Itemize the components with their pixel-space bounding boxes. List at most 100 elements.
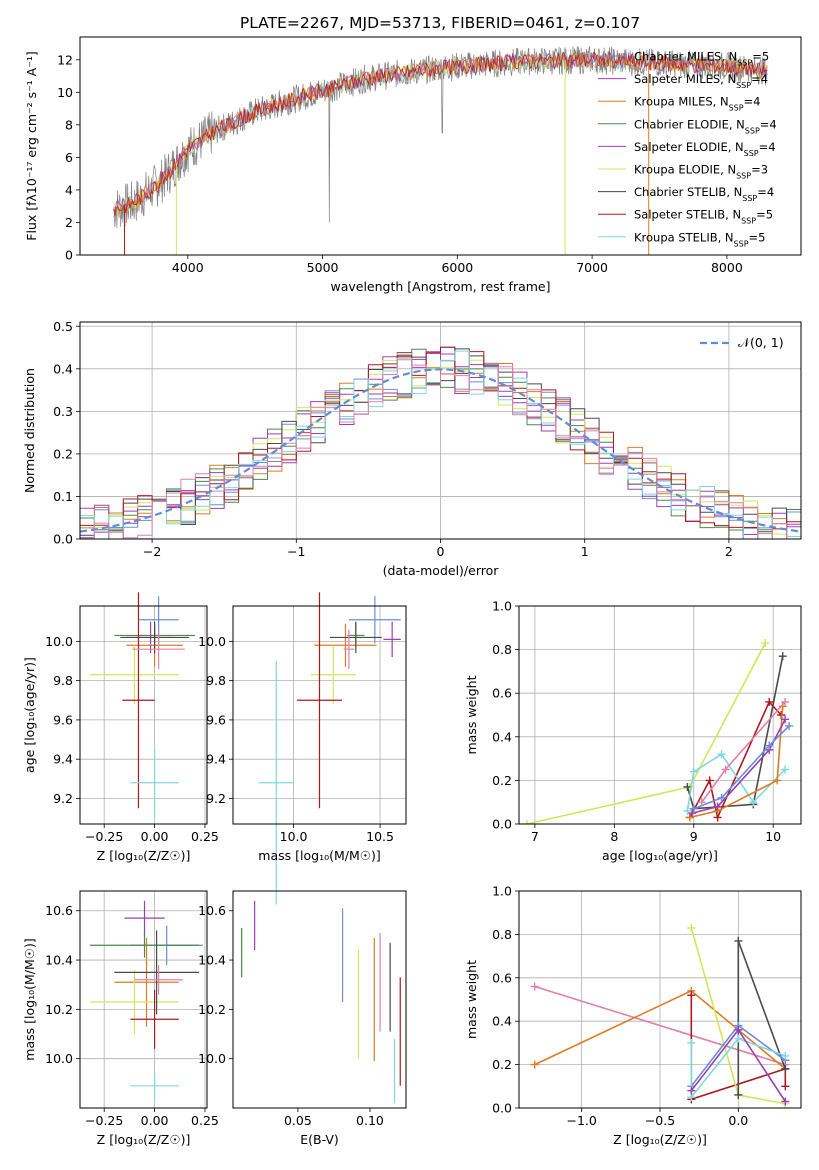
plot-area [80, 346, 801, 539]
x-tick-label: 7 [531, 829, 539, 844]
axes-frame [79, 321, 802, 540]
panel-residual-histogram: −2 −1 0 1 2 0.0 0.1 0.2 0.3 0.4 0.5 (data-model)/er… [22, 319, 802, 578]
y-tick-label: 0.1 [53, 489, 73, 504]
x-tick-label: −0.5 [645, 1113, 675, 1128]
weight-line [526, 642, 767, 824]
y-tick-label: 0.6 [492, 970, 512, 985]
y-tick-label: 10 [57, 85, 73, 100]
axes-frame [79, 890, 208, 1109]
weight-marker [530, 982, 539, 991]
x-tick-label: 0.25 [191, 1113, 219, 1128]
y-tick-label: 8 [65, 117, 73, 132]
x-tick-label: −0.25 [85, 1113, 123, 1128]
y-tick-label: 0.2 [492, 773, 512, 788]
legend-label: Kroupa MILES, NSSP=4 [634, 95, 760, 113]
weight-marker [781, 697, 790, 706]
x-tick-label: 6000 [441, 260, 473, 275]
legend-label: Chabrier MILES, NSSP=5 [634, 50, 769, 68]
y-tick-label: 0.5 [53, 319, 73, 334]
y-axis-label: Normed distribution [22, 368, 37, 493]
x-tick-label: 7000 [576, 260, 608, 275]
panel-mass-vs-Z: −0.25 0.00 0.25 10.0 10.2 10.4 10.6 Z [log₁₀(Z/… [22, 890, 219, 1147]
y-axis-label: mass [log₁₀(M/M☉)] [22, 938, 37, 1060]
panel-age-vs-Z: −0.25 0.00 0.25 9.2 9.4 9.6 9.8 10.0 Z [log₁₀(Z/… [22, 592, 219, 863]
y-tick-label: 9.4 [206, 752, 226, 767]
x-tick-label: 0.00 [141, 1113, 169, 1128]
y-tick-label: 0.4 [492, 1014, 512, 1029]
weight-marker [781, 1082, 790, 1091]
axes-frame [232, 890, 407, 1109]
panel-weight-vs-age: 7 8 9 10 0.0 0.2 0.4 0.6 0.8 1.0 age [log₁₀(age/yr… [464, 599, 802, 863]
x-axis-label: Z [log₁₀(Z/Z☉)] [97, 1132, 191, 1147]
weight-line [690, 1037, 786, 1100]
x-axis-label: mass [log₁₀(M/M☉)] [258, 848, 380, 863]
legend-label: Chabrier ELODIE, NSSP=4 [634, 117, 777, 135]
weight-marker [688, 809, 697, 818]
weight-marker [683, 782, 692, 791]
x-axis-label: age [log₁₀(age/yr)] [602, 848, 718, 863]
y-tick-label: 0.6 [492, 686, 512, 701]
legend-label: Kroupa STELIB, NSSP=5 [634, 230, 765, 248]
y-tick-label: 10.2 [198, 1002, 226, 1017]
plot-area [530, 923, 790, 1108]
weight-marker [713, 802, 722, 811]
weight-marker [734, 1025, 743, 1034]
x-tick-label: 8 [610, 829, 618, 844]
spectrum-model-line [113, 51, 768, 217]
y-tick-label: 10.4 [198, 953, 226, 968]
panel-mass-vs-EBV: 0.05 0.10 10.0 10.2 10.4 10.6 E(B-V) [198, 890, 407, 1147]
legend-label: Salpeter ELODIE, NSSP=4 [634, 140, 776, 158]
y-tick-label: 12 [57, 52, 73, 67]
y-tick-label: 0.2 [492, 1057, 512, 1072]
y-tick-label: 0 [65, 248, 73, 263]
weight-marker [773, 776, 782, 785]
weight-marker [734, 1034, 743, 1043]
weight-marker [781, 1051, 790, 1060]
y-tick-label: 9.2 [206, 791, 226, 806]
axes-frame [518, 605, 802, 825]
y-tick-label: 0.4 [53, 361, 73, 376]
x-tick-label: 1 [581, 544, 589, 559]
weight-marker [734, 936, 743, 945]
y-tick-label: 9.6 [206, 712, 226, 727]
y-tick-label: 10.4 [45, 953, 73, 968]
weight-marker [761, 639, 770, 648]
y-tick-label: 2 [65, 215, 73, 230]
x-tick-label: 8000 [711, 260, 743, 275]
y-tick-label: 6 [65, 150, 73, 165]
weight-marker [781, 1064, 790, 1073]
x-tick-label: −0.25 [85, 829, 123, 844]
legend-label: Kroupa ELODIE, NSSP=3 [634, 163, 768, 181]
weight-marker [687, 923, 696, 932]
weight-marker [683, 806, 692, 815]
y-tick-label: 9.8 [206, 673, 226, 688]
y-tick-label: 9.8 [53, 673, 73, 688]
gaussian-curve [80, 368, 801, 533]
axes-frame [79, 36, 802, 256]
weight-marker [778, 652, 787, 661]
weight-line [693, 725, 790, 810]
weight-marker [689, 804, 698, 813]
y-tick-label: 10.0 [45, 634, 73, 649]
histogram-steps [80, 359, 801, 539]
plot-area [113, 45, 768, 255]
spectrum-model-line [113, 51, 768, 218]
y-tick-label: 10.0 [45, 1051, 73, 1066]
weight-marker [765, 741, 774, 750]
weight-line [689, 706, 784, 819]
y-tick-label: 0.8 [492, 927, 512, 942]
weight-marker [530, 1060, 539, 1069]
plot-area [90, 900, 203, 1101]
y-axis-label: mass weight [464, 675, 479, 754]
weight-marker [717, 750, 726, 759]
y-axis-label: age [log₁₀(age/yr)] [22, 657, 37, 773]
y-tick-label: 10.2 [45, 1002, 73, 1017]
weight-marker [687, 1086, 696, 1095]
weight-marker [765, 697, 774, 706]
x-tick-label: 0.00 [141, 829, 169, 844]
y-tick-label: 0.0 [53, 532, 73, 547]
x-axis-label: wavelength [Angstrom, rest frame] [330, 279, 550, 294]
axes-frame [79, 605, 208, 825]
legend-label: Chabrier STELIB, NSSP=4 [634, 185, 774, 203]
